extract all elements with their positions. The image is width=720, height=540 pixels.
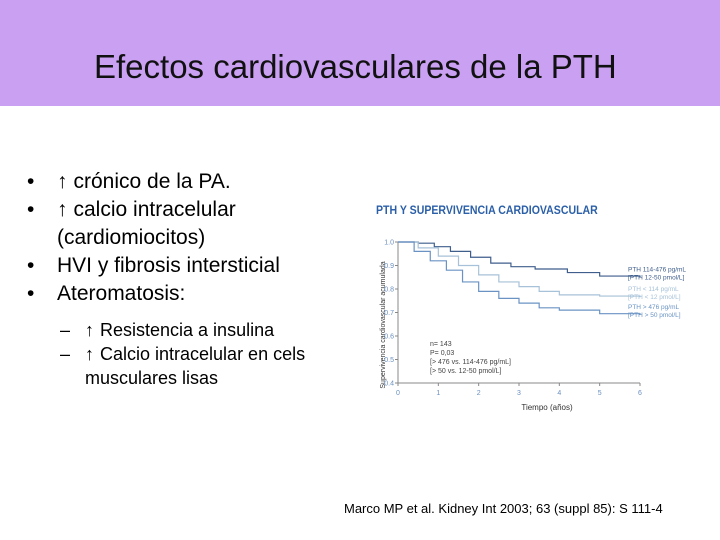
up-arrow-icon: ↑ <box>57 170 68 193</box>
stats-line: [> 50 vs. 12-50 pmol/L] <box>430 368 501 375</box>
stats-line: n= 143 <box>430 341 452 348</box>
series-line-1 <box>398 241 641 278</box>
x-tick-label: 0 <box>396 390 400 397</box>
y-axis-label: Supervivencia cardiovascular acumulada <box>380 261 387 388</box>
y-tick-label: 0.7 <box>384 310 394 317</box>
bullet-list: • ↑ crónico de la PA. • ↑ calcio intracelu… <box>27 168 357 390</box>
sub-bullet-text: Resistencia a insulina <box>100 320 275 340</box>
series-line-2 <box>398 241 641 298</box>
survival-chart: Supervivencia cardiovascular acumulada T… <box>380 240 686 413</box>
up-arrow-icon: ↑ <box>85 320 94 340</box>
title-band <box>0 0 720 106</box>
x-tick-label: 1 <box>436 390 440 397</box>
series-line-3 <box>398 241 641 315</box>
y-tick-label: 0.8 <box>384 287 394 294</box>
sub-bullet-dash: – <box>60 344 71 364</box>
citation: Marco MP et al. Kidney Int 2003; 63 (sup… <box>344 501 663 516</box>
up-arrow-icon: ↑ <box>85 344 94 364</box>
bullet-text: HVI y fibrosis intersticial <box>57 254 280 277</box>
sub-bullet-item: – ↑ Resistencia a insulina <box>60 318 357 342</box>
x-axis-label: Tiempo (años) <box>521 403 573 412</box>
x-tick-label: 6 <box>638 390 642 397</box>
y-tick-label: 0.6 <box>384 334 394 341</box>
sub-bullet-text: Calcio intracelular en cels musculares l… <box>85 344 306 388</box>
bullet-dot: • <box>27 170 35 193</box>
y-tick-label: 1.0 <box>384 240 394 247</box>
bullet-dot: • <box>27 254 35 277</box>
y-tick-label: 0.4 <box>384 381 394 388</box>
legend-label: PTH > 476 pg/mL <box>628 304 680 311</box>
bullet-text: crónico de la PA. <box>73 170 231 193</box>
legend-label: [PTH < 12 pmol/L] <box>628 294 681 301</box>
y-tick-label: 0.9 <box>384 263 394 270</box>
stats-line: [> 476 vs. 114-476 pg/mL] <box>430 359 511 366</box>
stats-line: P= 0,03 <box>430 350 454 357</box>
legend-label: [PTH 12-50 pmol/L] <box>628 274 685 281</box>
up-arrow-icon: ↑ <box>57 198 68 221</box>
sub-bullet-list: – ↑ Resistencia a insulina – ↑ Calcio intr… <box>27 318 357 390</box>
x-tick-label: 4 <box>557 390 561 397</box>
sub-bullet-item: – ↑ Calcio intracelular en cels musculare… <box>60 342 357 390</box>
bullet-dot: • <box>27 282 35 305</box>
bullet-text: calcio intracelular (cardiomiocitos) <box>57 198 236 249</box>
legend-label: [PTH > 50 pmol/L] <box>628 312 681 319</box>
slide-title: Efectos cardiovasculares de la PTH <box>94 48 617 85</box>
x-tick-label: 5 <box>598 390 602 397</box>
bullet-dot: • <box>27 198 35 221</box>
chart-title: PTH Y SUPERVIVENCIA CARDIOVASCULAR <box>376 203 598 217</box>
bullet-item: • Ateromatosis: <box>27 280 357 308</box>
sub-bullet-dash: – <box>60 320 71 340</box>
bullet-text: Ateromatosis: <box>57 282 186 305</box>
legend-label: PTH < 114 pg/mL <box>628 286 679 293</box>
x-tick-label: 3 <box>517 390 521 397</box>
bullet-item: • ↑ crónico de la PA. <box>27 168 357 196</box>
bullet-item: • HVI y fibrosis intersticial <box>27 252 357 280</box>
x-tick-label: 2 <box>477 390 481 397</box>
bullet-item: • ↑ calcio intracelular (cardiomiocitos) <box>27 196 357 252</box>
legend-label: PTH 114-476 pg/mL <box>628 266 686 273</box>
y-tick-label: 0.5 <box>384 357 394 364</box>
